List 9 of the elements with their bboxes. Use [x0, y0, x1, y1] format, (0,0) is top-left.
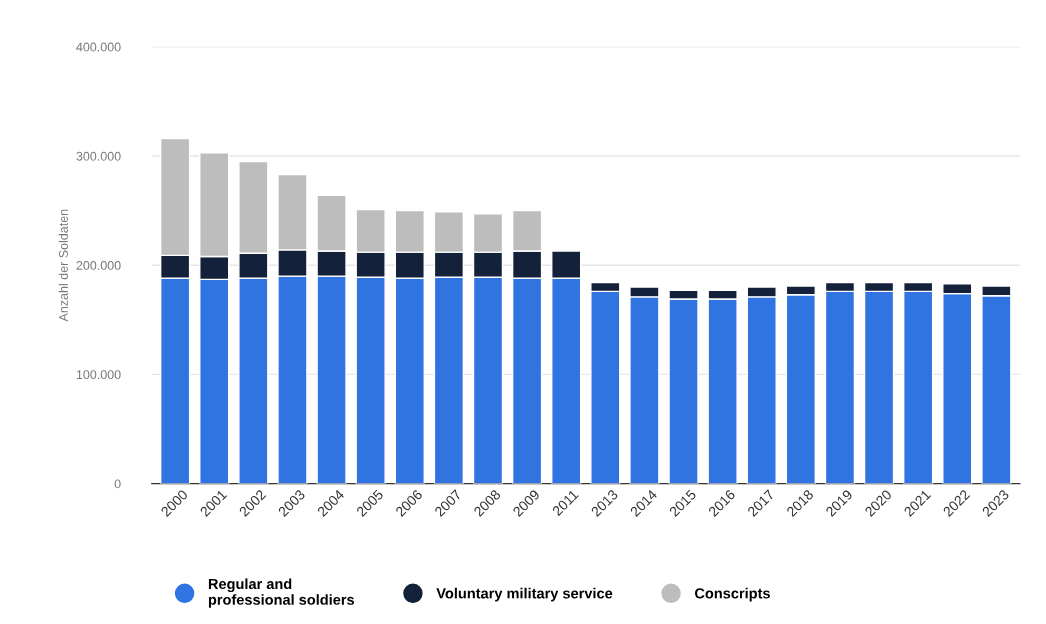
- legend-label: Conscripts: [694, 587, 770, 602]
- legend-label: Voluntary military service: [436, 587, 613, 602]
- legend-label: Regular and professional soldiers: [208, 578, 355, 608]
- y-tick-label: 300.000: [76, 151, 121, 161]
- y-tick-label: 100.000: [76, 370, 121, 380]
- y-axis-title: Anzahl der Soldaten: [58, 209, 68, 322]
- y-tick-label: 200.000: [76, 261, 121, 270]
- y-tick-label: 0: [114, 479, 121, 489]
- y-tick-label: 400.000: [76, 42, 121, 52]
